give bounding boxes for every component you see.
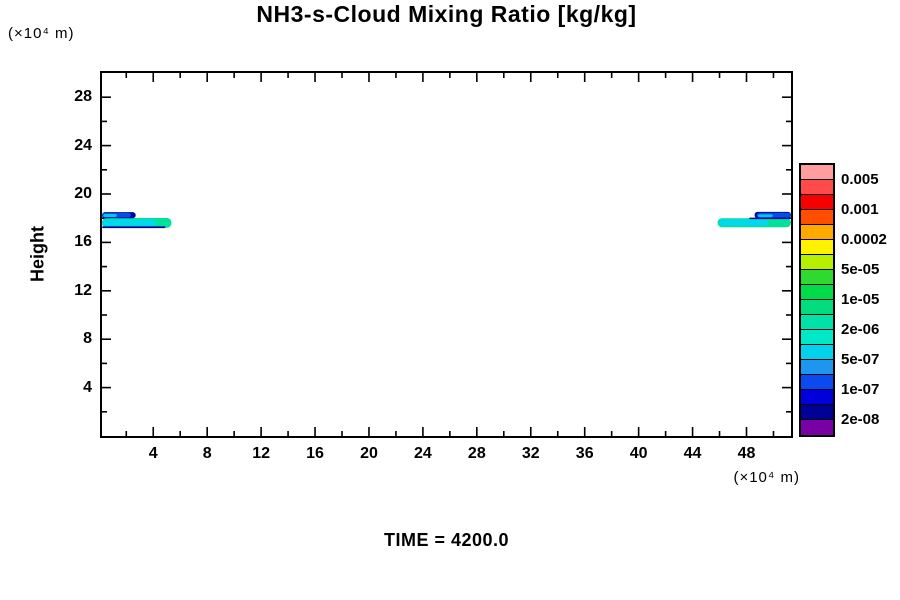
cloud-feature-right-band-cyan bbox=[718, 219, 769, 226]
y-axis-title: Height bbox=[27, 226, 48, 282]
colorbar-cell-8 bbox=[801, 285, 833, 300]
colorbar-cell-10 bbox=[801, 315, 833, 330]
x-tick-label: 36 bbox=[575, 445, 594, 462]
colorbar-label: 0.005 bbox=[841, 171, 879, 188]
x-tick-label: 20 bbox=[360, 445, 378, 462]
y-tick-label: 8 bbox=[83, 330, 92, 348]
colorbar-cell-15 bbox=[801, 390, 833, 405]
x-axis-unit-label: (×10⁴ m) bbox=[733, 469, 800, 486]
cloud-feature-left-blob-cyan bbox=[103, 213, 117, 217]
colorbar-cell-14 bbox=[801, 375, 833, 390]
x-tick-label: 28 bbox=[467, 445, 486, 462]
plot-canvas bbox=[102, 73, 791, 436]
colorbar-cell-7 bbox=[801, 270, 833, 285]
colorbar-cell-0 bbox=[801, 165, 833, 180]
colorbar-cell-13 bbox=[801, 360, 833, 375]
colorbar-label: 1e-07 bbox=[841, 381, 880, 398]
y-tick-label: 4 bbox=[83, 378, 92, 396]
colorbar-cell-11 bbox=[801, 330, 833, 345]
colorbar-cell-6 bbox=[801, 255, 833, 270]
colorbar-cell-1 bbox=[801, 180, 833, 195]
x-tick-label: 32 bbox=[521, 445, 540, 462]
chart-title: NH3-s-Cloud Mixing Ratio [kg/kg] bbox=[256, 1, 637, 27]
time-label: TIME = 4200.0 bbox=[383, 530, 510, 550]
y-axis-unit-label: (×10⁴ m) bbox=[8, 25, 75, 42]
colorbar-label: 1e-05 bbox=[841, 291, 880, 308]
y-tick-label: 16 bbox=[74, 233, 92, 251]
x-tick-label: 48 bbox=[737, 445, 756, 462]
y-tick-label: 12 bbox=[74, 281, 92, 299]
plot-area bbox=[100, 71, 793, 438]
colorbar bbox=[799, 163, 835, 437]
colorbar-label: 2e-08 bbox=[841, 411, 880, 428]
x-tick-label: 8 bbox=[202, 445, 212, 462]
y-tick-label: 28 bbox=[74, 88, 92, 106]
x-tick-label: 24 bbox=[413, 445, 432, 462]
colorbar-label: 5e-05 bbox=[841, 261, 880, 278]
colorbar-label: 2e-06 bbox=[841, 321, 880, 338]
colorbar-cell-12 bbox=[801, 345, 833, 360]
colorbar-cell-16 bbox=[801, 405, 833, 420]
x-tick-label: 4 bbox=[148, 445, 158, 462]
colorbar-cell-4 bbox=[801, 225, 833, 240]
colorbar-cell-3 bbox=[801, 210, 833, 225]
colorbar-cell-17 bbox=[801, 420, 833, 435]
cloud-feature-left-band-underline bbox=[102, 226, 166, 229]
colorbar-cell-5 bbox=[801, 240, 833, 255]
x-tick-label: 44 bbox=[683, 445, 702, 462]
colorbar-label: 0.001 bbox=[841, 201, 879, 218]
y-tick-label: 20 bbox=[74, 185, 92, 202]
colorbar-cell-9 bbox=[801, 300, 833, 315]
colorbar-cell-2 bbox=[801, 195, 833, 210]
colorbar-label: 5e-07 bbox=[841, 351, 880, 368]
x-tick-label: 40 bbox=[629, 445, 648, 462]
cloud-feature-left-band-cyan bbox=[102, 219, 156, 227]
colorbar-label: 0.0002 bbox=[841, 231, 887, 248]
x-tick-label: 16 bbox=[306, 445, 324, 462]
y-tick-label: 24 bbox=[74, 136, 92, 154]
cloud-feature-right-blob-cyan bbox=[757, 214, 773, 218]
x-tick-label: 12 bbox=[252, 445, 270, 462]
